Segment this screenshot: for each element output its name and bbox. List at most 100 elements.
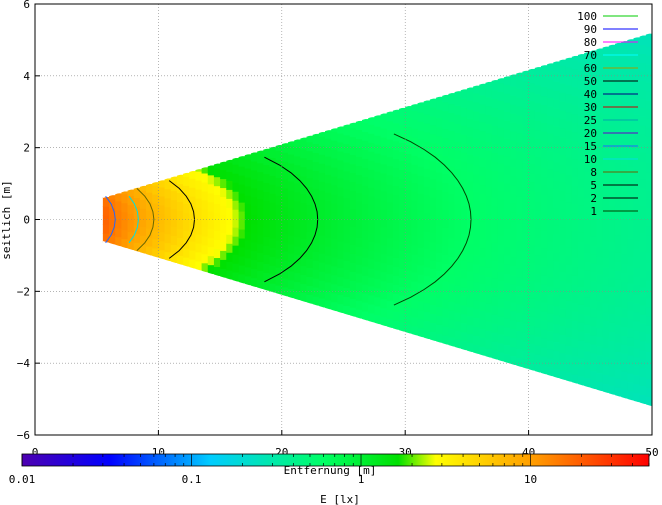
heat-cell	[448, 220, 456, 230]
heat-cell	[590, 155, 598, 165]
heat-cell	[380, 199, 388, 210]
heat-cell	[584, 162, 591, 172]
heat-cell	[497, 127, 505, 137]
heat-cell	[207, 165, 215, 167]
heat-cell	[565, 363, 573, 373]
legend-label: 60	[584, 62, 597, 75]
heat-cell	[331, 158, 338, 168]
heat-cell	[442, 326, 449, 336]
heat-cell	[213, 176, 221, 187]
heat-cell	[399, 322, 406, 332]
heat-cell	[423, 329, 431, 340]
heat-cell	[343, 260, 351, 271]
heat-cell	[287, 216, 295, 227]
heat-cell	[540, 292, 548, 303]
heat-cell	[146, 219, 153, 229]
heat-cell	[485, 312, 493, 322]
heat-cell	[608, 124, 616, 135]
heat-cell	[577, 88, 585, 99]
heat-cell	[300, 274, 308, 285]
heat-cell	[269, 148, 277, 159]
heat-cell	[374, 242, 382, 253]
heat-cell	[281, 161, 289, 171]
heat-cell	[559, 118, 567, 129]
heat-cell	[386, 273, 394, 284]
heat-cell	[405, 207, 412, 217]
heat-cell	[522, 170, 530, 181]
heat-cell	[596, 112, 604, 122]
heat-cell	[460, 197, 468, 207]
heat-cell	[405, 234, 412, 244]
heat-cell	[244, 239, 252, 250]
heat-cell	[109, 216, 116, 227]
heat-cell	[287, 145, 295, 155]
heat-cell	[516, 357, 524, 367]
heat-cell	[627, 166, 635, 176]
heat-cell	[522, 314, 530, 324]
heat-cell	[584, 314, 591, 325]
heat-cell	[269, 220, 277, 230]
heat-cell	[522, 296, 530, 306]
heat-cell	[621, 308, 628, 318]
heat-cell	[312, 170, 320, 180]
heat-cell	[491, 125, 499, 136]
heat-cell	[318, 253, 326, 263]
heat-cell	[423, 176, 431, 187]
heat-cell	[392, 167, 400, 178]
heat-cell	[250, 259, 258, 270]
heat-cell	[516, 150, 524, 161]
heat-cell	[411, 280, 419, 291]
heat-cell	[275, 204, 283, 214]
heat-cell	[176, 192, 184, 202]
heat-cell	[300, 148, 308, 159]
heat-cell	[534, 111, 542, 122]
heat-cell	[596, 354, 604, 365]
heat-cell	[399, 115, 406, 126]
heat-cell	[590, 209, 598, 219]
heat-cell	[540, 355, 548, 366]
heat-cell	[534, 291, 542, 301]
heat-cell	[479, 175, 487, 186]
heat-cell	[306, 177, 314, 188]
heat-cell	[559, 307, 567, 318]
heat-cell	[238, 156, 246, 158]
heat-cell	[460, 205, 468, 216]
heat-cell	[565, 336, 573, 346]
heat-cell	[497, 270, 505, 281]
heat-cell	[195, 242, 203, 253]
heat-cell	[528, 289, 536, 299]
heat-cell	[602, 96, 610, 106]
heat-cell	[442, 200, 449, 210]
heat-cell	[152, 229, 159, 240]
heat-cell	[312, 143, 320, 154]
heat-cell	[639, 89, 647, 99]
heat-cell	[553, 269, 561, 280]
heat-cell	[540, 131, 548, 141]
heat-cell	[540, 203, 548, 213]
heat-cell	[522, 125, 530, 136]
heat-cell	[436, 180, 443, 191]
heat-cell	[220, 187, 227, 198]
heat-cell	[448, 274, 456, 284]
heat-cell	[602, 356, 610, 367]
heat-cell	[448, 148, 456, 158]
heat-cell	[608, 169, 616, 180]
heat-cell	[250, 187, 258, 198]
heat-cell	[627, 220, 635, 230]
heat-cell	[633, 132, 641, 142]
heat-cell	[553, 350, 561, 361]
heat-cell	[559, 199, 567, 210]
heat-cell	[614, 369, 622, 379]
heat-cell	[139, 199, 147, 209]
heat-cell	[614, 45, 622, 56]
heat-cell	[547, 267, 554, 278]
heat-cell	[596, 148, 604, 158]
heat-cell	[454, 105, 462, 115]
heat-cell	[454, 258, 462, 268]
heat-cell	[639, 259, 647, 270]
heat-cell	[399, 232, 406, 242]
heat-cell	[553, 135, 561, 145]
heat-cell	[368, 303, 375, 314]
heat-cell	[152, 193, 159, 204]
heat-cell	[639, 125, 647, 135]
